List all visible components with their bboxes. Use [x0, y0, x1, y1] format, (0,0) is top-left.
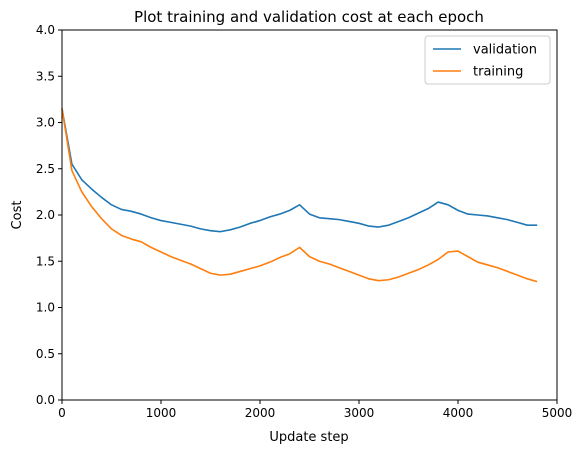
x-tick-label: 0: [58, 406, 66, 420]
series-line-validation: [62, 109, 537, 232]
y-tick-label: 4.0: [36, 23, 55, 37]
y-axis-label: Cost: [10, 201, 25, 230]
y-tick-label: 2.5: [36, 162, 55, 176]
series-line-training: [62, 109, 537, 282]
plot-lines: [62, 109, 537, 282]
x-tick-label: 5000: [542, 406, 573, 420]
y-tick-label: 1.5: [36, 254, 55, 268]
x-axis: 0 1000 2000 3000 4000 5000: [58, 400, 572, 420]
x-axis-label: Update step: [269, 430, 348, 445]
y-tick-label: 2.0: [36, 208, 55, 222]
y-tick-label: 3.5: [36, 69, 55, 83]
legend-label-training: training: [473, 65, 523, 80]
legend: validation training: [425, 36, 550, 84]
y-tick-label: 1.0: [36, 301, 55, 315]
x-tick-label: 3000: [344, 406, 375, 420]
x-tick-label: 1000: [146, 406, 177, 420]
y-tick-label: 3.0: [36, 116, 55, 130]
x-tick-label: 4000: [443, 406, 474, 420]
x-tick-label: 2000: [245, 406, 276, 420]
y-axis: 0.0 0.5 1.0 1.5 2.0 2.5 3.0 3.5 4.0: [36, 23, 62, 407]
legend-label-validation: validation: [473, 43, 537, 58]
y-tick-label: 0.5: [36, 347, 55, 361]
chart-title: Plot training and validation cost at eac…: [134, 8, 484, 26]
y-tick-label: 0.0: [36, 393, 55, 407]
